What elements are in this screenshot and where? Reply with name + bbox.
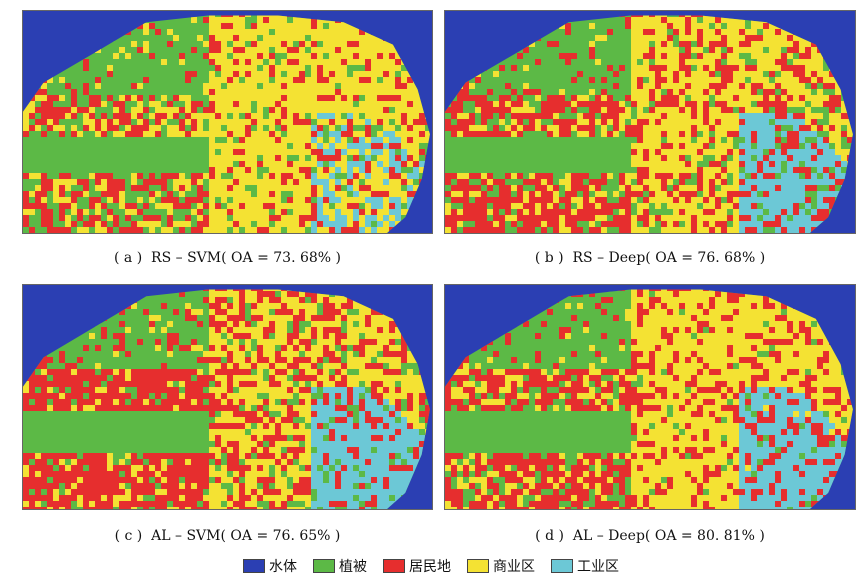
classification-map-c (23, 285, 432, 509)
map-panel-b (444, 10, 856, 234)
legend-swatch-residential (383, 559, 405, 573)
legend-swatch-vegetation (313, 559, 335, 573)
classification-map-a (23, 11, 432, 233)
caption-b: ( b ) RS – Deep( OA = 76. 68% ) (534, 250, 766, 266)
legend-label-commercial: 商业区 (493, 559, 535, 575)
legend-item-vegetation: 植被 (313, 556, 367, 576)
caption-c: ( c ) AL – SVM( OA = 76. 65% ) (114, 528, 341, 544)
classification-map-b (445, 11, 855, 233)
legend-label-vegetation: 植被 (339, 559, 367, 575)
legend-label-water: 水体 (269, 559, 297, 575)
map-panel-d (444, 284, 856, 510)
legend-swatch-commercial (467, 559, 489, 573)
legend-swatch-water (243, 559, 265, 573)
map-panel-a (22, 10, 433, 234)
legend-label-residential: 居民地 (409, 559, 451, 575)
legend-label-industrial: 工业区 (577, 559, 619, 575)
legend-item-industrial: 工业区 (551, 556, 619, 576)
map-panel-c (22, 284, 433, 510)
legend-item-commercial: 商业区 (467, 556, 535, 576)
legend-item-water: 水体 (243, 556, 297, 576)
legend-swatch-industrial (551, 559, 573, 573)
caption-a: ( a ) RS – SVM( OA = 73. 68% ) (113, 250, 341, 266)
legend: 水体 植被 居民地 商业区 工业区 (0, 556, 862, 576)
legend-item-residential: 居民地 (383, 556, 451, 576)
classification-map-d (445, 285, 855, 509)
caption-d: ( d ) AL – Deep( OA = 80. 81% ) (535, 528, 765, 544)
